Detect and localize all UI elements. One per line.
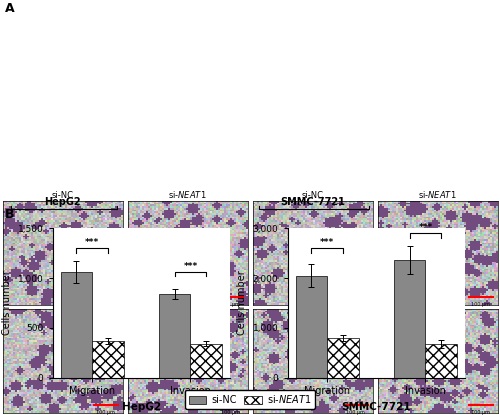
Text: 100 μm: 100 μm bbox=[471, 303, 490, 308]
X-axis label: HepG2: HepG2 bbox=[122, 402, 161, 412]
Bar bbox=[92, 341, 124, 378]
Text: ***: *** bbox=[418, 223, 432, 232]
Text: B: B bbox=[5, 208, 15, 220]
Text: 100 μm: 100 μm bbox=[346, 303, 365, 308]
Y-axis label: Cells number: Cells number bbox=[2, 271, 12, 335]
Bar bbox=[296, 276, 327, 378]
Title: si-NC: si-NC bbox=[52, 191, 74, 200]
Title: si-$\it{NEAT1}$: si-$\it{NEAT1}$ bbox=[168, 190, 207, 200]
Text: 100 μm: 100 μm bbox=[221, 410, 240, 415]
Text: 100 μm: 100 μm bbox=[96, 303, 115, 308]
Text: ***: *** bbox=[320, 238, 334, 247]
Text: ***: *** bbox=[85, 238, 99, 247]
Legend: si-NC, si-$\it{NEAT1}$: si-NC, si-$\it{NEAT1}$ bbox=[185, 390, 315, 409]
Text: HepG2: HepG2 bbox=[44, 198, 81, 208]
Y-axis label: Cells number: Cells number bbox=[237, 271, 247, 335]
Bar bbox=[394, 260, 426, 378]
Title: si-$\it{NEAT1}$: si-$\it{NEAT1}$ bbox=[418, 190, 457, 200]
Bar bbox=[327, 338, 358, 378]
Bar bbox=[159, 294, 190, 378]
Text: 100 μm: 100 μm bbox=[221, 303, 240, 308]
Bar bbox=[60, 272, 92, 378]
Text: A: A bbox=[5, 2, 15, 15]
Title: si-NC: si-NC bbox=[302, 191, 324, 200]
Text: 100 μm: 100 μm bbox=[471, 410, 490, 415]
X-axis label: SMMC-7721: SMMC-7721 bbox=[342, 402, 411, 412]
Text: SMMC-7721: SMMC-7721 bbox=[280, 198, 345, 208]
Text: 100 μm: 100 μm bbox=[96, 410, 115, 415]
Text: 100 μm: 100 μm bbox=[346, 410, 365, 415]
Bar bbox=[426, 344, 457, 378]
Text: ***: *** bbox=[184, 261, 198, 271]
Bar bbox=[190, 344, 222, 378]
